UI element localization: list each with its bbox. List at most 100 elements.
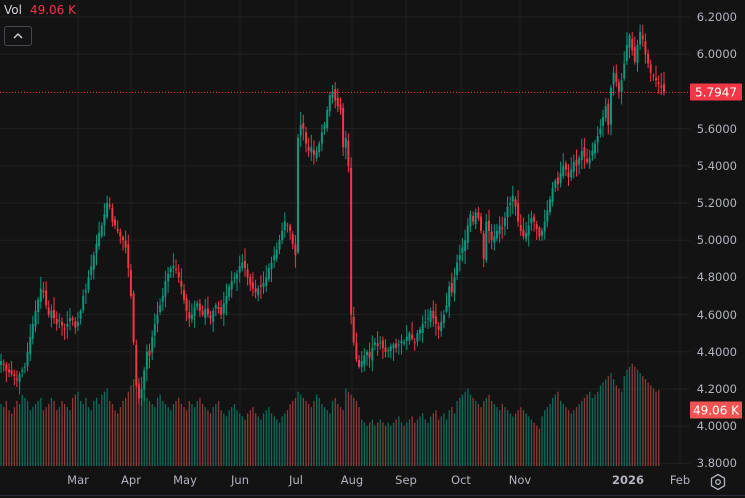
candle-body bbox=[358, 360, 360, 367]
volume-bar bbox=[194, 407, 196, 466]
candle-body bbox=[495, 230, 498, 239]
volume-bar bbox=[512, 416, 514, 466]
candle-body bbox=[156, 314, 159, 324]
volume-bar bbox=[636, 369, 639, 466]
volume-bar bbox=[538, 428, 541, 466]
candle-body bbox=[432, 310, 435, 319]
volume-bar bbox=[111, 404, 114, 466]
volume-bar bbox=[127, 391, 129, 466]
candle-body bbox=[175, 268, 177, 270]
candle-body bbox=[185, 298, 188, 311]
candle-body bbox=[538, 227, 541, 237]
volume-bar bbox=[451, 407, 453, 466]
volume-bar bbox=[225, 416, 228, 466]
volume-bar bbox=[445, 419, 448, 466]
candle-body bbox=[84, 290, 87, 293]
price-axis-label: 4.6000 bbox=[696, 307, 737, 322]
volume-bar bbox=[634, 366, 636, 466]
candle-body bbox=[10, 370, 13, 375]
volume-bar bbox=[170, 410, 172, 466]
volume-bar bbox=[297, 391, 299, 466]
volume-bar bbox=[199, 397, 201, 466]
candle-body bbox=[90, 266, 93, 276]
volume-bar bbox=[156, 397, 159, 466]
candle-body bbox=[549, 199, 551, 212]
volume-bar bbox=[103, 391, 106, 466]
candle-body bbox=[488, 220, 490, 231]
candle-body bbox=[506, 206, 509, 218]
candle-body bbox=[567, 172, 570, 177]
candle-body bbox=[326, 110, 329, 128]
candle-body bbox=[204, 309, 207, 318]
candle-body bbox=[106, 203, 109, 217]
candle-body bbox=[352, 316, 355, 343]
candle-body bbox=[429, 310, 432, 322]
volume-bar bbox=[557, 391, 559, 466]
candle-body bbox=[148, 350, 151, 356]
volume-bar bbox=[172, 404, 175, 466]
collapse-legend-button[interactable] bbox=[4, 26, 32, 46]
volume-bar bbox=[180, 404, 182, 466]
volume-bar bbox=[191, 404, 193, 466]
volume-bar bbox=[164, 404, 167, 466]
volume-bar bbox=[56, 410, 58, 466]
volume-bar bbox=[642, 376, 644, 466]
candle-body bbox=[18, 374, 21, 383]
candle-body bbox=[373, 342, 376, 345]
volume-bar bbox=[599, 385, 602, 466]
candle-body bbox=[596, 136, 599, 143]
candle-body bbox=[604, 106, 607, 119]
candle-body bbox=[501, 227, 504, 229]
candle-body bbox=[366, 351, 368, 356]
volume-bar bbox=[361, 419, 363, 466]
volume-bar bbox=[615, 385, 617, 466]
volume-bar bbox=[382, 422, 384, 466]
candle-body bbox=[657, 82, 660, 84]
volume-bar bbox=[589, 391, 591, 466]
volume-bar bbox=[323, 407, 326, 466]
price-axis-label: 4.4000 bbox=[696, 344, 737, 359]
volume-bar bbox=[573, 410, 575, 466]
volume-bar bbox=[223, 413, 225, 466]
candle-body bbox=[469, 214, 472, 227]
volume-bar bbox=[93, 400, 95, 466]
candle-body bbox=[251, 282, 254, 289]
volume-bar bbox=[13, 407, 15, 466]
volume-bar bbox=[58, 407, 60, 466]
candle-body bbox=[466, 225, 469, 243]
gear-icon[interactable] bbox=[709, 473, 727, 491]
volume-bar bbox=[247, 413, 249, 466]
candle-body bbox=[360, 361, 363, 367]
volume-bar bbox=[520, 407, 522, 466]
volume-bar bbox=[398, 416, 400, 466]
volume-bar bbox=[472, 397, 474, 466]
candle-body bbox=[220, 307, 223, 315]
price-axis-label: 4.0000 bbox=[696, 419, 737, 434]
volume-bar bbox=[400, 422, 403, 466]
volume-bar bbox=[66, 407, 68, 466]
candle-body bbox=[559, 173, 562, 184]
volume-bar bbox=[268, 407, 270, 466]
candle-body bbox=[477, 212, 480, 218]
candle-body bbox=[183, 290, 185, 300]
candle-body bbox=[639, 31, 642, 45]
volume-bar bbox=[578, 404, 580, 466]
candle-body bbox=[201, 310, 204, 315]
volume-bar bbox=[480, 407, 482, 466]
candle-body bbox=[315, 150, 318, 159]
candle-body bbox=[92, 255, 95, 270]
candle-body bbox=[294, 244, 297, 256]
candle-body bbox=[546, 210, 549, 222]
volume-bar bbox=[440, 416, 442, 466]
candle-body bbox=[615, 73, 618, 83]
candle-body bbox=[116, 229, 119, 231]
candle-body bbox=[87, 277, 90, 290]
candle-body bbox=[161, 296, 164, 302]
candle-body bbox=[633, 47, 636, 62]
candle-body bbox=[275, 249, 278, 259]
candle-body bbox=[21, 370, 24, 372]
candle-body bbox=[663, 84, 665, 93]
volume-bar bbox=[77, 391, 79, 466]
candle-body bbox=[50, 310, 53, 318]
